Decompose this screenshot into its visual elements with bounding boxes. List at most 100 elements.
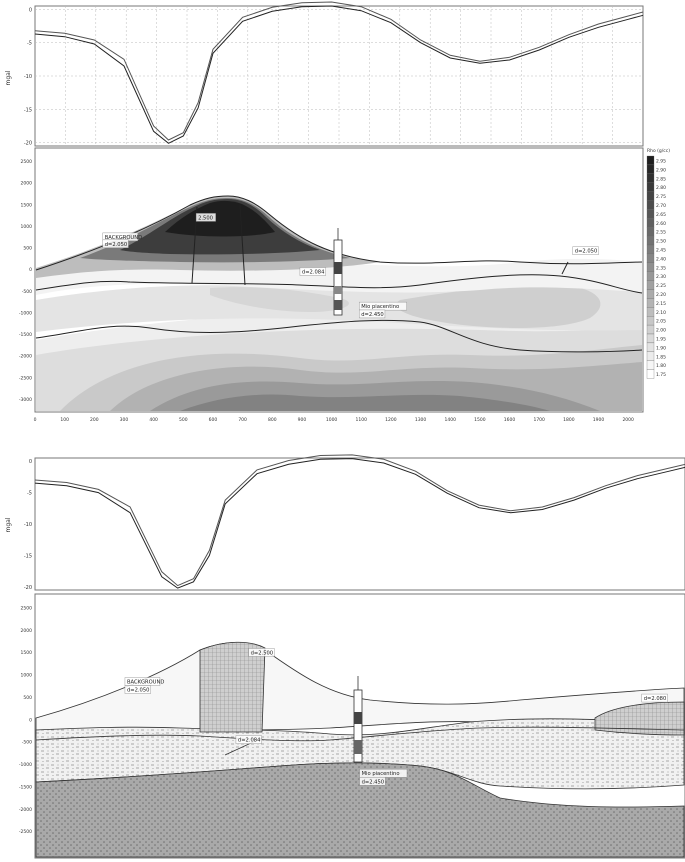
legend-swatch bbox=[646, 307, 655, 317]
y-tick-label: -1000 bbox=[19, 310, 32, 316]
background-base-line bbox=[35, 274, 643, 294]
y-tick-label: -2000 bbox=[19, 807, 32, 813]
legend-swatch bbox=[646, 173, 655, 183]
legend-swatch bbox=[646, 244, 655, 255]
legend-swatch bbox=[646, 164, 655, 174]
contour-layer-6 bbox=[180, 394, 550, 411]
annotation-label: d=2.084 bbox=[302, 270, 325, 276]
legend-value: 2.90 bbox=[656, 167, 666, 173]
legend-value: 1.90 bbox=[656, 345, 666, 351]
annotation-label: d=2.084 bbox=[238, 738, 261, 744]
y-tick-labels: 2500 2000 1500 1000 500 0 -500 -1000 -1500 -2000 -… bbox=[19, 159, 32, 403]
y-tick-label: -15 bbox=[24, 553, 32, 559]
legend-value: 2.40 bbox=[656, 256, 666, 262]
x-tick-label: 1500 bbox=[474, 417, 486, 423]
annotation-box bbox=[572, 246, 599, 255]
density-section: 2.500BACKGROUNDd=2.050d=2.050d=2.084Mio … bbox=[19, 147, 670, 423]
series-group bbox=[34, 1, 644, 144]
plot-frame bbox=[34, 457, 685, 591]
salt-dome-dark bbox=[165, 200, 275, 237]
right-lens bbox=[594, 701, 685, 736]
annotation-box bbox=[195, 213, 216, 222]
legend-swatch bbox=[646, 298, 655, 308]
y-tick-labels: 0 -5 -10 -15 -20 bbox=[24, 7, 32, 146]
section-annotations: 2.500BACKGROUNDd=2.050d=2.050d=2.084Mio … bbox=[102, 213, 599, 319]
y-tick-label: 1500 bbox=[21, 650, 33, 656]
y-tick-label: 0 bbox=[29, 7, 32, 13]
x-tick-label: 1400 bbox=[444, 417, 456, 423]
legend-value: 2.75 bbox=[656, 194, 666, 200]
annotation-box bbox=[235, 735, 262, 744]
annotation-label: d=2.050 bbox=[575, 249, 598, 255]
legend-value: 1.75 bbox=[656, 372, 666, 378]
legend-value: 2.05 bbox=[656, 319, 666, 325]
y-tick-label: -5 bbox=[27, 41, 32, 47]
legend-value: 1.95 bbox=[656, 337, 666, 343]
annotation-label: Mio piacentino bbox=[362, 771, 400, 777]
x-tick-label: 1000 bbox=[326, 417, 338, 423]
legend-swatch bbox=[646, 333, 655, 344]
annotation-box bbox=[124, 685, 151, 694]
gravity-series-line-2 bbox=[34, 5, 644, 144]
background-base-line bbox=[35, 726, 685, 742]
legend-value: 2.45 bbox=[656, 248, 666, 254]
annotation-box bbox=[641, 693, 668, 703]
legend-swatch bbox=[646, 235, 655, 246]
annotation-label: d=2.450 bbox=[361, 312, 384, 318]
x-tick-label: 1700 bbox=[533, 417, 545, 423]
y-tick-label: 2500 bbox=[21, 159, 33, 165]
gridlines bbox=[35, 6, 643, 146]
x-tick-label: 1200 bbox=[385, 417, 397, 423]
legend-value: 2.00 bbox=[656, 328, 666, 334]
y-tick-label: 0 bbox=[29, 459, 32, 465]
y-tick-label: 2000 bbox=[21, 628, 33, 634]
legend-swatch bbox=[646, 209, 655, 219]
x-tick-label: 1900 bbox=[593, 417, 605, 423]
legend-swatch bbox=[646, 218, 655, 228]
legend-swatch bbox=[646, 227, 655, 237]
y-tick-label: -500 bbox=[22, 740, 32, 746]
annotation-label: d=2.450 bbox=[362, 779, 385, 785]
annotation-box bbox=[102, 239, 129, 249]
legend-value: 1.85 bbox=[656, 354, 666, 360]
lower-dotted-layer bbox=[35, 762, 685, 858]
annotation-box bbox=[359, 777, 386, 786]
dome-fault-2 bbox=[239, 204, 246, 286]
x-tick-label: 1800 bbox=[563, 417, 575, 423]
y-tick-label: -10 bbox=[24, 74, 32, 80]
x-tick-label: 400 bbox=[149, 417, 158, 423]
legend-value: 2.50 bbox=[656, 239, 666, 245]
legend-swatch bbox=[646, 351, 655, 361]
y-tick-label: -10 bbox=[24, 522, 32, 528]
annotation-label: Mio piacentino bbox=[361, 304, 399, 310]
y-tick-label: -2500 bbox=[19, 375, 32, 381]
mid-layer-right bbox=[396, 284, 601, 328]
legend-value: 2.70 bbox=[656, 203, 666, 209]
y-tick-label: 500 bbox=[23, 246, 32, 252]
legend-value: 2.20 bbox=[656, 292, 666, 298]
legend-swatch bbox=[646, 324, 655, 335]
legend-value: 2.10 bbox=[656, 310, 666, 316]
annotation-label: d=2.050 bbox=[105, 242, 128, 248]
y-axis-label: mgal bbox=[5, 517, 12, 532]
well-segment bbox=[334, 300, 342, 310]
model-annotations: d=2.500 BACKGROUND d=2.050 d=2.084 d=2.080 Mi… bbox=[124, 648, 668, 786]
legend-swatch bbox=[646, 369, 655, 379]
y-tick-label: -1500 bbox=[19, 784, 32, 790]
dome-block bbox=[199, 641, 266, 733]
legend-value: 2.55 bbox=[656, 230, 666, 236]
legend-value: 2.15 bbox=[656, 301, 666, 307]
y-tick-label: 0 bbox=[29, 717, 32, 723]
well-segment bbox=[334, 262, 342, 274]
annotation-label: 2.500 bbox=[198, 215, 213, 221]
x-tick-label: 1300 bbox=[415, 417, 427, 423]
legend-swatch bbox=[646, 316, 655, 326]
y-tick-label: 1000 bbox=[21, 673, 33, 679]
y-axis-label: mgal bbox=[5, 70, 12, 85]
y-tick-label: -15 bbox=[24, 107, 32, 113]
gravity-profile-top: 0 -5 -10 -15 -20 mgal bbox=[5, 1, 644, 147]
x-tick-label: 900 bbox=[298, 417, 307, 423]
legend-swatch bbox=[646, 271, 655, 281]
gravity-series-line-1 bbox=[34, 1, 644, 141]
legend-swatch bbox=[646, 253, 655, 263]
